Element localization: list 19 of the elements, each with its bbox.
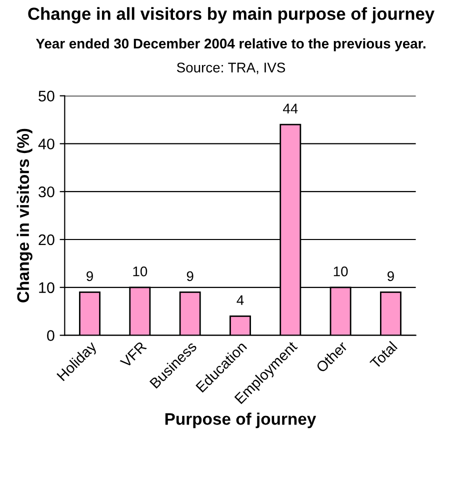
- y-tick-label: 30: [38, 186, 54, 198]
- y-tick-label: 50: [38, 90, 54, 102]
- data-label: 9: [388, 271, 394, 282]
- data-label: 10: [133, 266, 148, 276]
- data-label: 10: [334, 266, 348, 276]
- y-tick-label: 40: [38, 138, 54, 150]
- data-label: 44: [282, 104, 298, 114]
- x-tick-label: VFR: [120, 341, 147, 368]
- data-label: 9: [86, 271, 93, 282]
- y-tick-label: 20: [38, 234, 54, 246]
- data-label: 9: [186, 271, 194, 282]
- chart-subtitle: Year ended 30 December 2004 relative to the previous year.: [36, 38, 426, 52]
- y-tick-label: 10: [39, 282, 54, 294]
- data-label: 4: [236, 295, 244, 305]
- y-tick-label: 0: [47, 330, 54, 341]
- x-axis-title: Purpose of journey: [165, 412, 316, 428]
- source-note: Source: TRA, IVS: [176, 62, 286, 74]
- y-axis-title: Change in visitors (%): [16, 128, 32, 302]
- chart-title: Change in all visitors by main purpose of journey: [28, 7, 434, 24]
